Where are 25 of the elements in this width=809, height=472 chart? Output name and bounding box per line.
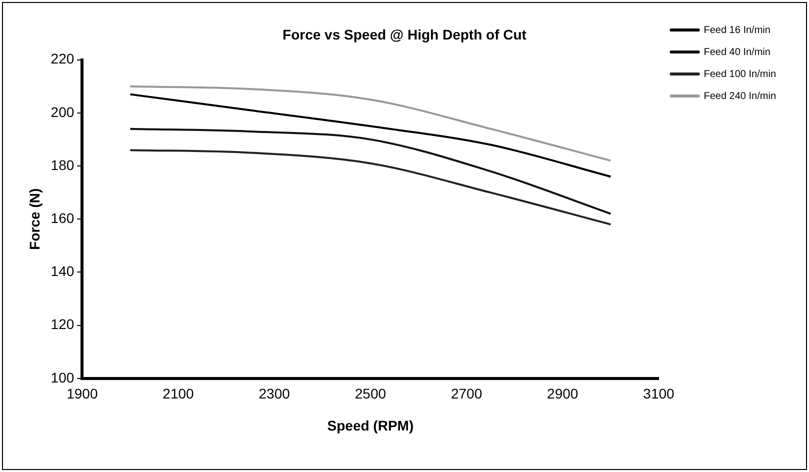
- line-series: [129, 128, 612, 215]
- x-tick-label: 2500: [354, 386, 386, 402]
- y-tick-label: 120: [50, 316, 74, 332]
- legend-label: Feed 100 In/min: [704, 68, 776, 80]
- legend-label: Feed 40 In/min: [704, 46, 770, 58]
- y-tick-label: 200: [50, 104, 74, 120]
- x-axis-title: Speed (RPM): [327, 417, 414, 434]
- line-series: [129, 93, 612, 178]
- x-tick-label: 2900: [547, 386, 578, 402]
- y-tick-label: 100: [50, 369, 74, 386]
- y-tick-label: 220: [50, 50, 74, 67]
- x-tick-label: 1900: [66, 386, 98, 402]
- y-tick-label: 160: [50, 210, 74, 226]
- legend-label: Feed 240 In/min: [704, 90, 776, 102]
- y-tick-label: 140: [50, 263, 74, 280]
- line-series: [129, 149, 612, 226]
- line-series: [129, 85, 612, 162]
- x-tick-label: 2100: [162, 386, 194, 402]
- chart-title: Force vs Speed @ High Depth of Cut: [282, 26, 527, 42]
- x-tick-label: 2700: [450, 386, 482, 402]
- legend-label: Feed 16 In/min: [704, 24, 770, 36]
- x-tick-label: 2300: [258, 386, 290, 402]
- y-axis-title: Force (N): [26, 188, 42, 250]
- y-tick-label: 180: [50, 156, 74, 173]
- x-tick-label: 3100: [643, 386, 675, 402]
